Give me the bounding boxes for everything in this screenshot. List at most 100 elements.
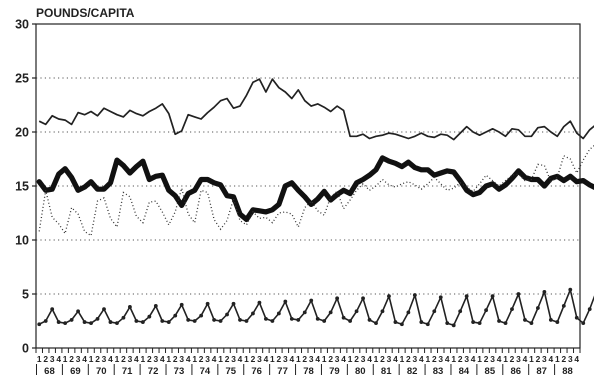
data-point [335,296,340,301]
quarter-label: 2 [458,354,463,364]
data-point [432,309,437,314]
quarter-label: 3 [464,354,469,364]
quarter-label: 4 [212,354,217,364]
y-tick-label: 30 [15,18,29,32]
year-label: 86 [510,366,521,377]
quarter-label: 3 [153,354,158,364]
data-point [477,321,482,326]
data-point [451,323,456,328]
quarter-label: 3 [283,354,288,364]
quarter-label: 1 [503,354,508,364]
series-line-1 [38,78,594,141]
quarter-label: 3 [438,354,443,364]
data-point [348,319,352,323]
quarter-label: 3 [568,354,573,364]
quarter-label: 3 [516,354,521,364]
quarter-label: 2 [406,354,411,364]
quarter-label: 2 [251,354,256,364]
data-point [374,321,378,326]
data-point [186,318,191,322]
data-point [264,316,268,321]
data-point [238,318,242,322]
data-point [179,302,184,307]
quarter-label: 3 [413,354,418,364]
quarter-label: 1 [348,354,353,364]
data-point [95,316,100,321]
data-point [445,321,450,326]
data-point [523,318,527,322]
y-tick-label: 15 [15,180,29,194]
quarter-label: 4 [445,354,450,364]
data-point [140,320,145,324]
quarter-label: 2 [173,354,178,364]
data-point [128,305,132,309]
data-point [412,293,417,297]
quarter-label: 2 [147,354,152,364]
quarter-label: 1 [37,354,42,364]
year-label: 69 [70,366,81,377]
year-label: 87 [536,366,547,377]
quarter-label: 4 [367,354,372,364]
data-point [153,303,158,308]
quarter-label: 2 [43,354,48,364]
data-point [548,318,553,322]
quarter-label: 1 [477,354,482,364]
quarter-label: 3 [257,354,262,364]
quarter-label: 1 [218,354,223,364]
data-point [173,313,178,318]
quarter-label: 3 [542,354,547,364]
quarter-label: 1 [529,354,534,364]
data-point [503,321,508,326]
quarter-label: 3 [179,354,184,364]
quarter-label: 4 [523,354,528,364]
data-point [296,318,301,322]
data-point [490,294,495,299]
quarter-label: 2 [561,354,566,364]
data-point [471,320,476,324]
data-point [510,307,514,312]
quarter-label: 3 [128,354,133,364]
quarter-label: 1 [425,354,430,364]
data-point [270,319,275,323]
quarter-label: 3 [205,354,210,364]
data-point [387,294,391,299]
quarter-label: 3 [335,354,340,364]
quarter-label: 1 [374,354,379,364]
y-axis-title: POUNDS/CAPITA [36,6,135,20]
data-point [244,319,249,323]
data-point [400,322,404,327]
year-label: 68 [44,366,55,377]
data-point [115,321,119,326]
quarter-label: 4 [419,354,424,364]
data-point [574,315,579,320]
quarter-label: 2 [354,354,359,364]
quarter-label: 3 [361,354,366,364]
data-point [108,320,113,324]
data-point [497,319,501,323]
year-label: 85 [485,366,496,377]
year-label: 76 [251,366,262,377]
quarter-label: 1 [296,354,301,364]
data-point [302,310,307,315]
y-tick-label: 0 [22,342,29,356]
year-label: 71 [122,366,133,377]
quarter-label: 2 [510,354,515,364]
quarter-label: 4 [160,354,165,364]
year-label: 79 [329,366,340,377]
data-point [147,314,152,319]
quarter-label: 1 [244,354,249,364]
quarter-label: 1 [192,354,197,364]
series-line-3 [38,144,594,237]
quarter-label: 2 [69,354,74,364]
quarter-label: 4 [238,354,243,364]
data-point [322,319,327,323]
quarter-label: 1 [89,354,94,364]
year-label: 78 [303,366,314,377]
quarter-label: 4 [471,354,476,364]
data-point [581,321,586,326]
series-line-2 [36,155,594,223]
data-point [568,287,573,292]
data-point [438,295,443,300]
data-point [76,309,80,314]
